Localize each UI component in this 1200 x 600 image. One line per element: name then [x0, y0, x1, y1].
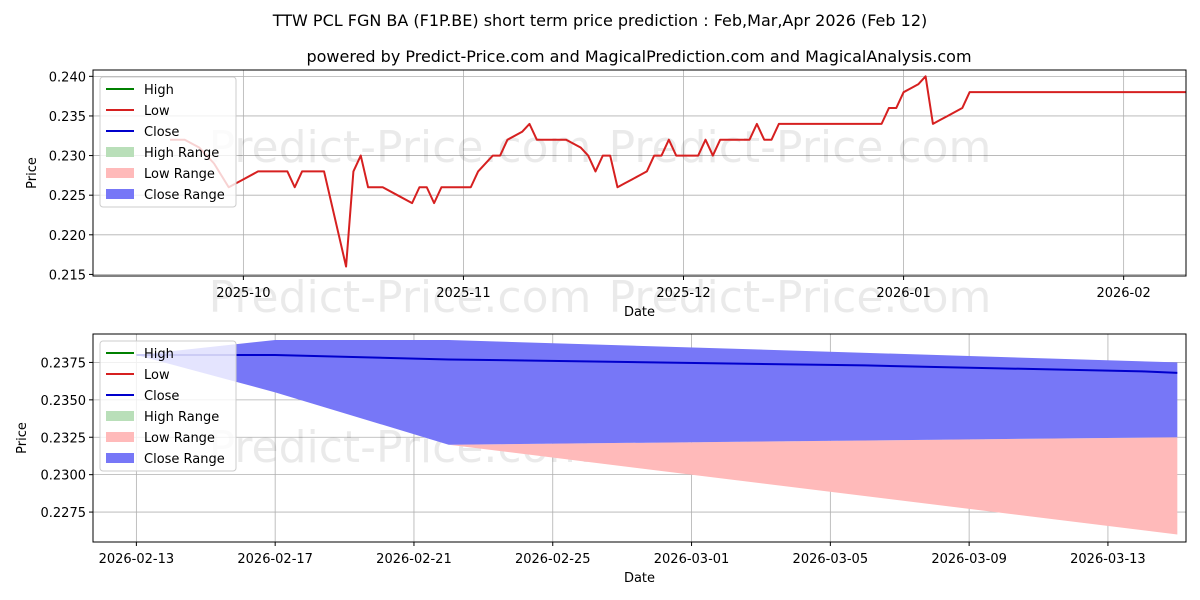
- legend-area-swatch: [106, 453, 134, 463]
- history-panel: Predict-Price.com Predict-Price.com Predic…: [25, 69, 1187, 323]
- legend-label: High: [144, 83, 174, 98]
- y-tick-label: 0.2325: [41, 431, 87, 446]
- watermark-text: Predict-Price.com: [209, 272, 592, 323]
- low-range-area: [136, 354, 1178, 535]
- legend-label: Low Range: [144, 167, 215, 182]
- plot-area: [170, 75, 1186, 268]
- y-tick-label: 0.225: [49, 189, 86, 204]
- x-tick-label: 2026-03-13: [1070, 552, 1146, 567]
- y-axis-label: Price: [15, 422, 30, 454]
- legend-label: Close Range: [144, 188, 225, 203]
- legend-label: Low: [144, 368, 170, 383]
- legend-area-swatch: [106, 411, 134, 421]
- forecast-panel: Predict-Price.comPredict-Price.com2026-0…: [15, 333, 1187, 586]
- y-tick-label: 0.240: [49, 70, 86, 85]
- chart-subtitle: powered by Predict-Price.com and Magical…: [306, 47, 971, 66]
- x-tick-label: 2026-02-17: [237, 552, 313, 567]
- legend-area-swatch: [106, 189, 134, 199]
- plot-frame: [92, 69, 1187, 277]
- legend-area-swatch: [106, 168, 134, 178]
- x-tick-label: 2026-03-01: [654, 552, 730, 567]
- y-tick-label: 0.2300: [41, 469, 87, 484]
- close-forecast-line: [136, 353, 1178, 374]
- y-tick-label: 0.235: [49, 110, 86, 125]
- y-tick-label: 0.215: [49, 268, 86, 283]
- y-tick-label: 0.2275: [41, 506, 87, 521]
- x-tick-label: 2026-02: [1096, 286, 1150, 301]
- legend-area-swatch: [106, 432, 134, 442]
- legend-label: Close: [144, 125, 179, 140]
- watermark-text: Predict-Price.com: [609, 272, 992, 323]
- chart-title: TTW PCL FGN BA (F1P.BE) short term price…: [272, 11, 927, 30]
- legend-label: High: [144, 347, 174, 362]
- x-tick-label: 2025-11: [436, 286, 490, 301]
- legend-label: Close: [144, 389, 179, 404]
- y-axis-label: Price: [25, 157, 40, 189]
- x-tick-label: 2026-02-25: [515, 552, 591, 567]
- y-tick-label: 0.230: [49, 150, 86, 165]
- x-tick-label: 2025-12: [656, 286, 710, 301]
- x-tick-label: 2026-02-21: [376, 552, 452, 567]
- watermark-text: Predict-Price.com: [209, 122, 592, 173]
- x-axis-label: Date: [624, 305, 655, 320]
- legend-label: Low Range: [144, 431, 215, 446]
- low-price-line: [170, 75, 1186, 268]
- x-tick-label: 2025-10: [216, 286, 270, 301]
- x-axis-label: Date: [624, 571, 655, 586]
- x-tick-label: 2026-03-09: [931, 552, 1007, 567]
- x-tick-label: 2026-01: [876, 286, 930, 301]
- plot-frame: [92, 333, 1187, 543]
- plot-area: [136, 339, 1178, 535]
- legend-area-swatch: [106, 147, 134, 157]
- legend-label: Low: [144, 104, 170, 119]
- legend-label: Close Range: [144, 452, 225, 467]
- legend-label: High Range: [144, 410, 219, 425]
- y-tick-label: 0.2350: [41, 394, 87, 409]
- x-tick-label: 2026-03-05: [793, 552, 869, 567]
- x-tick-label: 2026-02-13: [99, 552, 175, 567]
- y-tick-label: 0.2375: [41, 356, 87, 371]
- y-tick-label: 0.220: [49, 229, 86, 244]
- legend-label: High Range: [144, 146, 219, 161]
